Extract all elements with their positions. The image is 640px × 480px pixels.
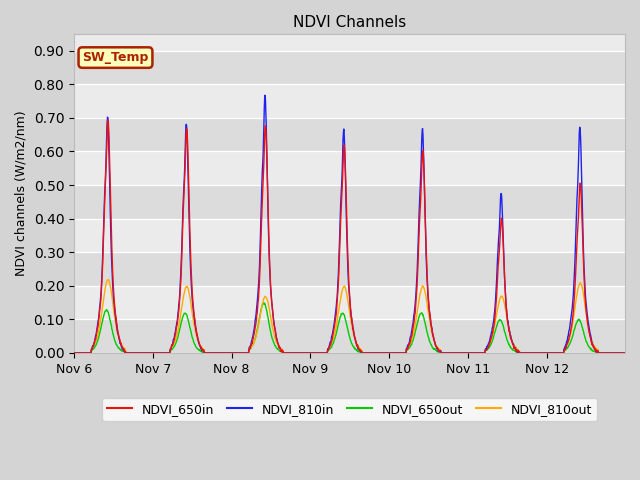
Bar <box>74 185 625 219</box>
Bar <box>74 319 625 353</box>
Bar <box>74 252 625 286</box>
Bar <box>74 219 625 252</box>
Bar <box>74 152 625 185</box>
Y-axis label: NDVI channels (W/m2/nm): NDVI channels (W/m2/nm) <box>15 111 28 276</box>
Bar <box>74 84 625 118</box>
Bar <box>74 286 625 319</box>
Bar <box>74 51 625 84</box>
Title: NDVI Channels: NDVI Channels <box>293 15 406 30</box>
Text: SW_Temp: SW_Temp <box>83 51 148 64</box>
Bar <box>74 118 625 152</box>
Legend: NDVI_650in, NDVI_810in, NDVI_650out, NDVI_810out: NDVI_650in, NDVI_810in, NDVI_650out, NDV… <box>102 397 597 420</box>
